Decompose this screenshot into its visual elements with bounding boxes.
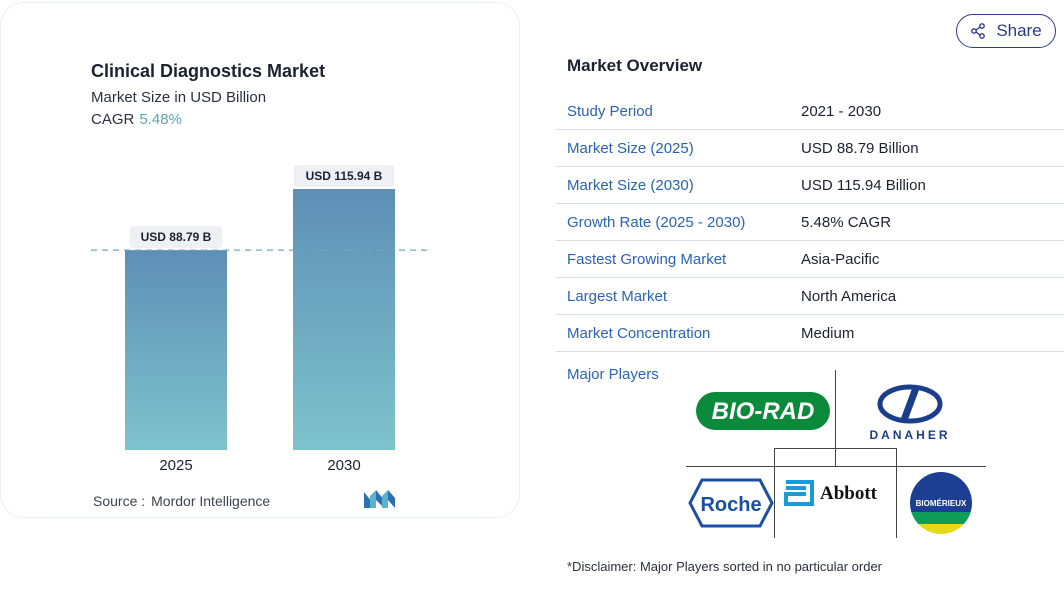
row-value: Medium	[801, 324, 855, 342]
chart-card	[0, 2, 520, 518]
abbott-logo: Abbott	[784, 480, 878, 506]
bar-2025	[125, 250, 227, 450]
bar-chart: USD 88.79 B 2025 USD 115.94 B 2030	[91, 165, 432, 474]
chart-subtitle: Market Size in USD Billion	[91, 89, 267, 106]
source-label: Source :	[93, 493, 146, 509]
table-row: Largest Market North America	[555, 278, 1064, 315]
overview-table: Study Period 2021 - 2030 Market Size (20…	[555, 93, 1064, 352]
data-label: USD 88.79 B	[141, 230, 212, 244]
table-row: Market Size (2030) USD 115.94 Billion	[555, 167, 1064, 204]
table-row: Fastest Growing Market Asia-Pacific	[555, 241, 1064, 278]
row-key[interactable]: Fastest Growing Market	[567, 250, 727, 268]
x-tick-label: 2030	[327, 457, 360, 474]
chart-source: Source : Mordor Intelligence	[93, 493, 270, 509]
cagr-value: 5.48%	[139, 111, 182, 128]
source-value: Mordor Intelligence	[151, 493, 271, 509]
chart-title: Clinical Diagnostics Market	[91, 61, 326, 81]
row-value: Asia-Pacific	[801, 250, 880, 268]
table-row: Market Concentration Medium	[555, 315, 1064, 352]
biomerieux-logo: BIOMÉRIEUX	[910, 472, 972, 534]
svg-text:BIO-RAD: BIO-RAD	[712, 398, 815, 425]
disclaimer: *Disclaimer: Major Players sorted in no …	[567, 559, 883, 574]
row-value: North America	[801, 287, 897, 305]
table-row: Growth Rate (2025 - 2030) 5.48% CAGR	[555, 204, 1064, 241]
row-value: 5.48% CAGR	[801, 213, 892, 231]
row-value: USD 115.94 Billion	[801, 176, 926, 194]
major-players-label[interactable]: Major Players	[567, 366, 659, 383]
table-row: Study Period 2021 - 2030	[555, 93, 1064, 130]
overview-title: Market Overview	[567, 56, 703, 75]
biorad-logo: BIO-RAD	[696, 392, 830, 430]
roche-logo: Roche	[688, 478, 774, 528]
share-button[interactable]: Share	[956, 14, 1056, 48]
danaher-logo: DANAHER	[870, 384, 951, 442]
data-label-bg	[129, 226, 223, 249]
row-key[interactable]: Market Concentration	[567, 324, 711, 342]
row-value: USD 88.79 Billion	[801, 139, 919, 157]
x-tick-label: 2025	[159, 457, 192, 474]
row-key[interactable]: Largest Market	[567, 287, 668, 305]
row-value: 2021 - 2030	[801, 102, 882, 120]
svg-text:Roche: Roche	[700, 494, 761, 516]
row-key[interactable]: Market Size (2030)	[567, 176, 694, 194]
row-key[interactable]: Market Size (2025)	[567, 139, 694, 157]
svg-text:DANAHER: DANAHER	[870, 428, 951, 442]
svg-text:Abbott: Abbott	[820, 483, 878, 504]
bar-2030	[293, 189, 395, 450]
mordor-intelligence-logo	[364, 490, 395, 508]
share-label: Share	[996, 21, 1042, 40]
row-key[interactable]: Study Period	[567, 102, 653, 120]
cagr-label: CAGR	[91, 111, 135, 128]
data-label: USD 115.94 B	[306, 169, 383, 183]
table-row: Market Size (2025) USD 88.79 Billion	[555, 130, 1064, 167]
row-key[interactable]: Growth Rate (2025 - 2030)	[567, 213, 746, 231]
svg-text:BIOMÉRIEUX: BIOMÉRIEUX	[916, 499, 967, 508]
major-players-logos: BIO-RAD DANAHER Roche Abbott BIOMÉRIEUX	[686, 370, 986, 540]
chart-cagr: CAGR 5.48%	[91, 111, 182, 128]
data-label-bg	[293, 165, 395, 187]
share-icon	[971, 23, 986, 39]
